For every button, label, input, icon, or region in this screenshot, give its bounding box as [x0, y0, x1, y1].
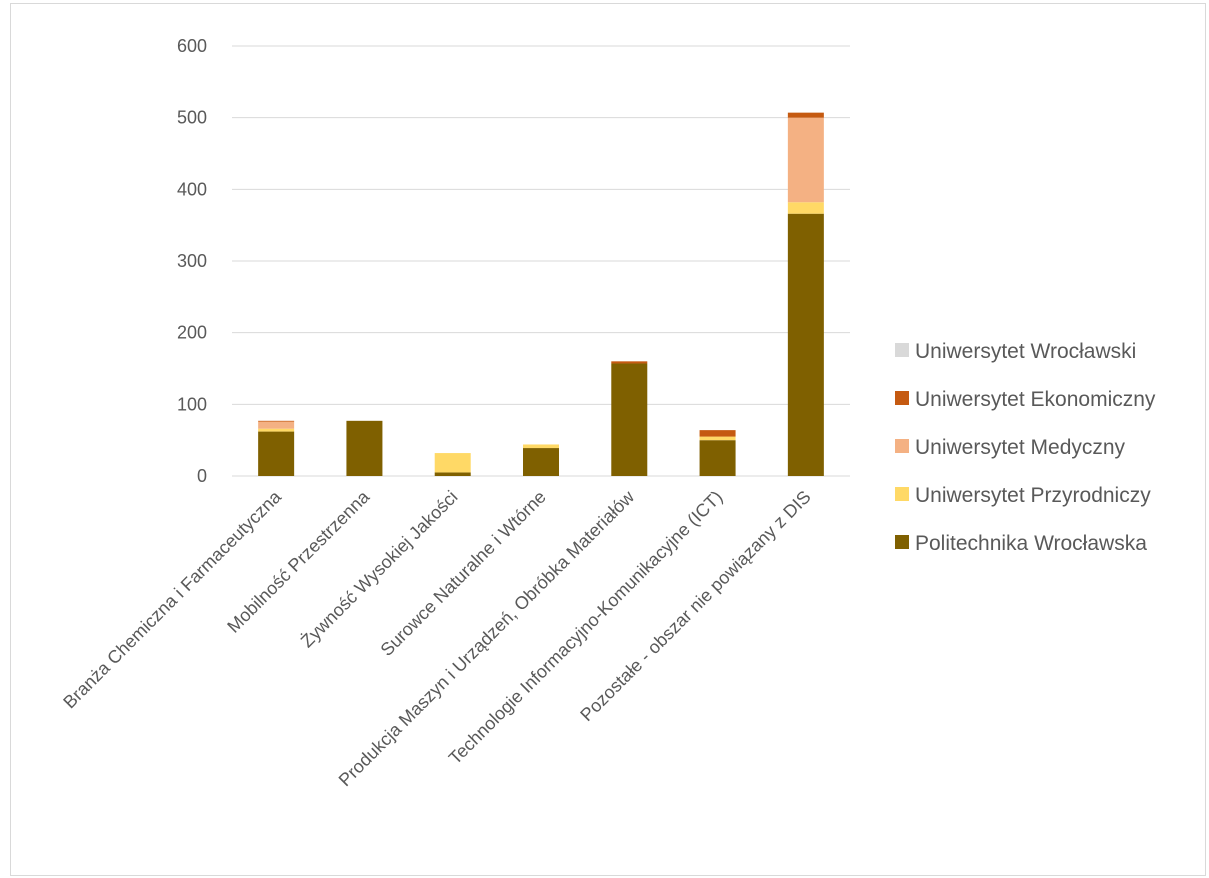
bar-5-series-4 [611, 361, 648, 364]
bar-4-series-1 [523, 448, 559, 476]
y-axis-tick-labels: 0 100 200 300 400 500 600 [177, 36, 207, 486]
x-axis-category-labels: Branża Chemiczna i FarmaceutycznaMobilno… [59, 486, 814, 790]
bar-2-series-1 [346, 420, 383, 476]
bar-1-series-1 [258, 431, 295, 476]
bar-6-series-1 [699, 440, 736, 476]
bar-1-series-4 [258, 420, 295, 422]
gridlines [232, 45, 850, 477]
y-tick-label-300: 300 [177, 251, 207, 271]
y-tick-label-200: 200 [177, 323, 207, 343]
legend-swatch-2 [895, 391, 909, 405]
bar-7-series-4 [787, 112, 824, 118]
bar-7-series-1 [787, 213, 824, 476]
legend-swatch-1 [895, 343, 909, 357]
bar-7-series-2 [787, 202, 824, 214]
legend-swatch-5 [895, 535, 909, 549]
bar-4-series-2 [523, 444, 559, 449]
x-category-label-2: Mobilność Przestrzenna [223, 486, 374, 637]
bar-1-series-2 [258, 428, 295, 432]
y-tick-label-400: 400 [177, 179, 207, 199]
y-tick-label-500: 500 [177, 108, 207, 128]
legend-label-2: Uniwersytet Ekonomiczny [915, 388, 1156, 411]
bars [258, 112, 824, 476]
bar-7-series-3 [787, 117, 824, 203]
bar-6-series-2 [699, 436, 736, 441]
bar-1-series-3 [258, 421, 295, 429]
y-tick-label-600: 600 [177, 36, 207, 56]
x-category-label-4: Surowce Naturalne i Wtórne [377, 487, 550, 660]
legend-label-4: Uniwersytet Przyrodniczy [915, 484, 1151, 507]
bar-6-series-4 [699, 430, 736, 437]
legend-label-1: Uniwersytet Wrocławski [915, 340, 1136, 363]
stacked-bar-chart: 0 100 200 300 400 500 600 Branża Chemiczna i F… [59, 36, 1156, 790]
legend: Uniwersytet Wrocławski Uniwersytet Ekonom… [895, 340, 1156, 555]
chart-frame: 0 100 200 300 400 500 600 Branża Chemiczna i F… [10, 3, 1206, 876]
bar-3-series-2 [434, 453, 471, 473]
legend-swatch-4 [895, 487, 909, 501]
bar-5-series-1 [611, 363, 648, 476]
legend-label-3: Uniwersytet Medyczny [915, 436, 1126, 459]
x-category-label-5: Produkcja Maszyn i Urządzeń, Obróbka Mat… [335, 486, 639, 790]
legend-swatch-3 [895, 439, 909, 453]
y-tick-label-100: 100 [177, 394, 207, 414]
y-tick-label-0: 0 [197, 466, 207, 486]
bar-3-series-1 [434, 472, 471, 476]
x-category-label-3: Żywność Wysokiej Jakości [297, 487, 462, 652]
legend-label-5: Politechnika Wrocławska [915, 532, 1147, 555]
